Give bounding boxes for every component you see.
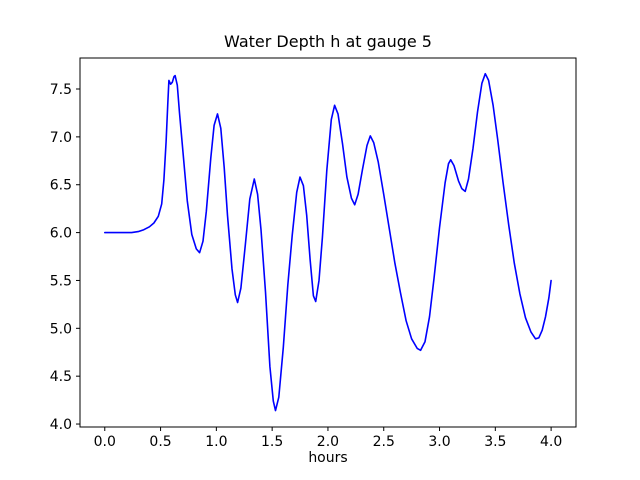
y-tick-label: 6.5 xyxy=(50,178,72,194)
y-tick-label: 7.5 xyxy=(50,82,72,98)
y-tick-label: 4.0 xyxy=(50,417,72,433)
chart-title: Water Depth h at gauge 5 xyxy=(224,32,432,51)
x-tick-label: 1.0 xyxy=(205,434,227,450)
x-tick-label: 0.0 xyxy=(94,434,116,450)
y-tick-label: 5.0 xyxy=(50,321,72,337)
x-tick-label: 1.5 xyxy=(261,434,283,450)
x-tick-label: 0.5 xyxy=(149,434,171,450)
x-tick-label: 3.5 xyxy=(484,434,506,450)
plot-area-border xyxy=(79,57,577,428)
x-tick-label: 3.0 xyxy=(428,434,450,450)
x-tick-label: 4.0 xyxy=(540,434,562,450)
y-tick-label: 5.5 xyxy=(50,273,72,289)
y-tick-label: 6.0 xyxy=(50,226,72,242)
y-tick-label: 4.5 xyxy=(50,369,72,385)
x-axis-label: hours xyxy=(308,450,348,466)
x-tick-label: 2.0 xyxy=(317,434,339,450)
x-tick-label: 2.5 xyxy=(373,434,395,450)
water-depth-curve xyxy=(104,72,552,412)
y-tick-label: 7.0 xyxy=(50,130,72,146)
